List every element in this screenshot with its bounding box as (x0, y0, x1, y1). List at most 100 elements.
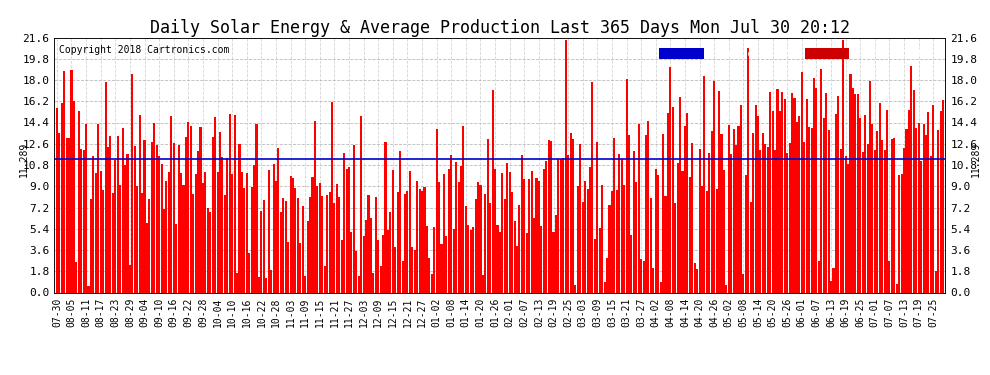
Bar (158, 156, 160, 292)
Bar (896, 284, 898, 292)
Bar (70, 70, 72, 292)
Bar (294, 188, 296, 292)
Bar (541, 226, 543, 292)
Bar (621, 159, 623, 292)
Bar (97, 124, 99, 292)
Bar (543, 169, 545, 292)
Text: 11.289: 11.289 (971, 142, 981, 177)
Bar (664, 196, 666, 292)
Bar (798, 116, 801, 292)
Bar (891, 139, 893, 292)
Bar (742, 274, 744, 292)
Bar (567, 155, 569, 292)
Bar (153, 123, 155, 292)
Bar (180, 173, 182, 292)
Bar (526, 234, 528, 292)
Bar (236, 273, 238, 292)
Bar (856, 94, 859, 292)
Bar (657, 175, 659, 292)
Bar (514, 221, 516, 292)
Bar (633, 151, 635, 292)
Bar (869, 81, 871, 292)
Bar (465, 206, 467, 292)
Bar (105, 82, 107, 292)
Bar (58, 132, 60, 292)
Bar (499, 232, 501, 292)
Bar (212, 137, 214, 292)
Bar (582, 201, 584, 292)
Bar (930, 156, 932, 292)
Bar (569, 133, 571, 292)
Bar (866, 144, 868, 292)
Bar (119, 184, 121, 292)
Bar (255, 124, 257, 292)
Bar (155, 145, 157, 292)
Bar (55, 108, 58, 292)
Bar (85, 124, 87, 292)
Bar (75, 262, 77, 292)
Bar (426, 226, 428, 292)
Bar (740, 105, 742, 292)
Bar (455, 162, 457, 292)
Bar (723, 171, 725, 292)
Bar (450, 155, 452, 292)
Bar (365, 220, 367, 292)
Bar (821, 69, 823, 292)
Bar (689, 177, 691, 292)
Bar (589, 167, 591, 292)
Bar (883, 150, 886, 292)
Bar (431, 274, 433, 292)
Bar (679, 97, 681, 292)
Bar (616, 190, 618, 292)
Bar (686, 113, 688, 292)
Bar (906, 129, 908, 292)
Bar (898, 175, 900, 292)
Bar (482, 275, 484, 292)
Bar (577, 186, 579, 292)
Bar (474, 199, 476, 292)
Bar (258, 278, 260, 292)
Bar (110, 136, 112, 292)
Bar (844, 156, 846, 292)
Bar (828, 130, 830, 292)
Bar (141, 193, 144, 292)
Bar (185, 136, 187, 292)
Text: 11.289: 11.289 (19, 142, 29, 177)
Bar (762, 134, 764, 292)
Bar (469, 230, 472, 292)
Bar (68, 138, 70, 292)
Bar (786, 153, 788, 292)
Bar (190, 126, 192, 292)
Bar (789, 143, 791, 292)
Bar (447, 169, 449, 292)
Bar (586, 189, 589, 292)
Bar (938, 130, 940, 292)
Bar (547, 140, 549, 292)
Bar (65, 138, 67, 292)
Bar (229, 114, 231, 292)
Bar (477, 183, 479, 292)
Bar (309, 198, 311, 292)
Bar (489, 204, 491, 292)
Bar (704, 76, 706, 292)
Bar (137, 186, 139, 292)
Bar (536, 178, 538, 292)
Bar (307, 221, 309, 292)
Bar (744, 176, 746, 292)
Bar (416, 181, 418, 292)
Bar (779, 111, 781, 292)
Bar (324, 266, 326, 292)
Bar (871, 124, 873, 292)
Bar (90, 199, 92, 292)
Bar (796, 122, 798, 292)
Bar (129, 265, 131, 292)
Bar (292, 178, 294, 292)
Bar (452, 229, 454, 292)
Bar (192, 194, 194, 292)
Bar (886, 110, 888, 292)
Bar (346, 168, 347, 292)
Bar (713, 81, 715, 292)
Bar (80, 149, 82, 292)
Bar (331, 102, 333, 292)
Bar (506, 164, 508, 292)
